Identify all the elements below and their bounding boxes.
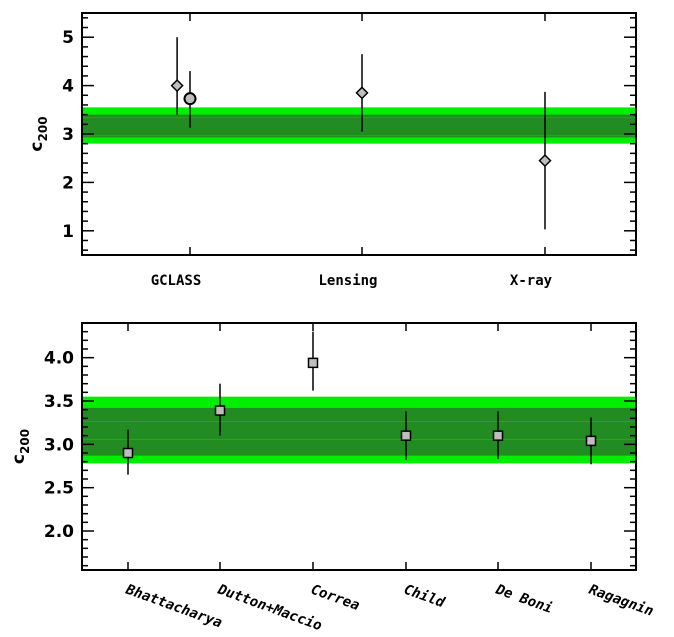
data-point-diamond xyxy=(170,79,184,93)
plot-frame xyxy=(81,322,637,571)
data-point-square xyxy=(214,405,226,416)
x-category-label: Lensing xyxy=(318,273,377,289)
data-point-square xyxy=(307,357,319,369)
x-category-label: Correa xyxy=(309,582,362,614)
y-tick-label: 4.0 xyxy=(44,349,74,369)
y-axis-label: c200 xyxy=(9,429,32,464)
data-point-square xyxy=(585,435,597,447)
x-category-label: Bhattacharya xyxy=(123,581,224,631)
y-tick-label: 2 xyxy=(62,173,74,193)
y-tick-label: 3.5 xyxy=(44,392,74,412)
y-axis-label-subscript: 200 xyxy=(36,116,50,141)
confidence-band-inner xyxy=(82,114,636,138)
y-tick-label: 5 xyxy=(62,28,74,48)
y-tick-label: 3.0 xyxy=(44,435,74,455)
x-category-label: Child xyxy=(402,582,448,612)
y-tick-label: 2.5 xyxy=(44,479,74,499)
y-axis-label-main: c xyxy=(9,454,29,464)
data-point-square xyxy=(122,447,134,459)
data-point-square xyxy=(400,430,412,441)
y-axis-label-subscript: 200 xyxy=(18,429,32,454)
y-tick-label: 1 xyxy=(62,222,74,242)
data-point-diamond xyxy=(355,86,369,100)
confidence-band-inner xyxy=(82,407,636,456)
chart-panel-2: 2.0 2.5 3.0 3.5 4.0 c200 BhattacharyaDutton+Ma… xyxy=(9,322,656,634)
chart-panel-1: 1 2 3 4 5 c200 GCLASS Lensing X-ray xyxy=(27,12,637,289)
x-category-label: Dutton+Maccio xyxy=(215,581,324,632)
data-point-square xyxy=(492,430,504,441)
data-point-diamond xyxy=(538,154,552,168)
x-category-label: GCLASS xyxy=(151,273,202,289)
x-category-label: De Boni xyxy=(493,581,555,617)
y-tick-label: 4 xyxy=(62,77,74,97)
y-tick-label: 2.0 xyxy=(44,522,74,542)
y-axis-label-main: c xyxy=(27,141,47,151)
y-tick-label: 3 xyxy=(62,125,74,145)
x-category-label: Ragagnin xyxy=(587,582,656,620)
data-point-circle xyxy=(183,92,197,106)
y-axis-label: c200 xyxy=(27,116,50,151)
x-category-label: X-ray xyxy=(510,273,553,289)
